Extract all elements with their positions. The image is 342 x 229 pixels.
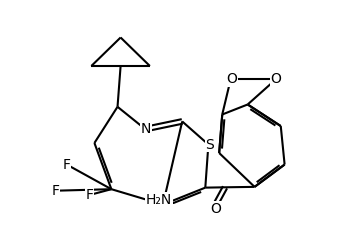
Text: N: N xyxy=(141,122,151,136)
Text: S: S xyxy=(206,138,214,152)
Text: F: F xyxy=(63,158,71,172)
Text: O: O xyxy=(226,72,237,86)
Text: O: O xyxy=(271,72,281,86)
Text: H₂N: H₂N xyxy=(146,193,172,207)
Text: F: F xyxy=(86,188,94,202)
Text: O: O xyxy=(210,202,221,216)
Text: F: F xyxy=(51,184,59,198)
